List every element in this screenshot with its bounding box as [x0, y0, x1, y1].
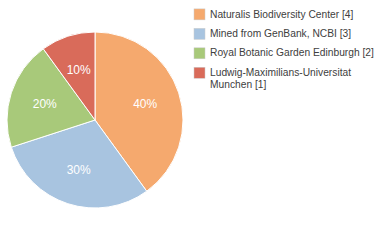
data-label: 40%: [133, 97, 157, 111]
legend-label: Ludwig-Maximilians-UniversitatMunchen [1…: [210, 67, 351, 90]
chart: 40% 30% 20% 10% Naturalis Biodiversity Cente…: [0, 0, 380, 240]
legend-label: Royal Botanic Garden Edinburgh [2]: [210, 47, 374, 58]
legend-swatch: [194, 67, 205, 78]
pie: [7, 32, 183, 208]
data-label: 30%: [67, 163, 91, 177]
legend-label: Mined from GenBank, NCBI [3]: [210, 28, 351, 39]
legend-swatch: [194, 28, 205, 39]
legend-swatch: [194, 9, 205, 20]
data-label: 10%: [67, 63, 91, 77]
legend-label: Naturalis Biodiversity Center [4]: [210, 9, 353, 20]
legend: Naturalis Biodiversity Center [4] Mined f…: [194, 9, 374, 91]
legend-swatch: [194, 48, 205, 59]
data-label: 20%: [33, 97, 57, 111]
